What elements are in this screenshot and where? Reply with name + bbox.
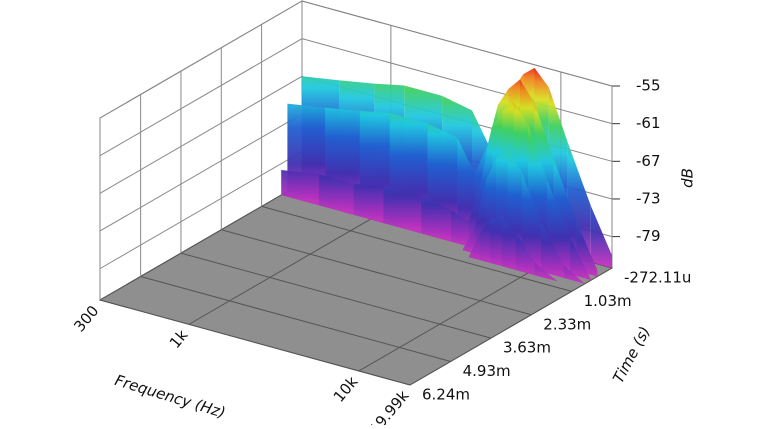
x-tick-label: 19.99k [366,387,413,425]
z-tick-label: -67 [636,152,661,170]
surface-segment [534,262,558,282]
surface-segment [521,172,541,272]
x-tick-label: 1k [166,326,192,352]
surface-segment [353,183,384,224]
grid-line [99,113,303,232]
grid-line [301,0,613,87]
y-tick-label: 4.93m [463,362,511,380]
grid-line [99,299,411,386]
surface-segment [421,195,452,242]
grid-line [221,229,532,316]
grid-line [99,38,303,157]
grid-line [99,182,303,301]
z-tick-label: -61 [636,114,661,132]
x-tick-label: 10k [330,373,362,406]
grid-line [301,38,613,125]
surface-segment [515,232,535,276]
surface-segment [501,215,516,270]
grid-line [99,151,303,270]
surface-segment [489,215,502,266]
surface-segment [383,185,422,234]
x-axis-title: Frequency (Hz) [113,371,228,422]
grid-line [140,275,451,362]
grid-line [188,206,392,325]
surface-segment [451,210,469,247]
grid-line [180,252,492,339]
y-tick-label: 3.63m [503,339,551,357]
grid-line [358,253,562,372]
grid-line [261,205,572,292]
x-tick-label: 300 [70,302,102,336]
surface-segment [281,170,319,206]
y-tick-label: -272.11u [624,269,691,287]
y-axis-title: Time (s) [609,323,654,386]
surface-segment [479,219,490,263]
z-tick-label: -55 [636,77,661,95]
grid-line [99,0,303,119]
surface-segment [318,174,354,215]
surface-segment [570,236,592,281]
surface-segment [590,205,612,268]
y-tick-label: 1.03m [584,292,632,310]
y-tick-label: 2.33m [543,315,591,333]
z-tick-label: -79 [636,227,661,245]
grid-line [99,75,303,194]
z-tick-label: -73 [636,189,661,207]
grid-line [409,267,613,386]
surface-segment [563,265,585,284]
surface-segment [462,228,475,254]
surface-segment [468,234,480,260]
y-tick-label: 6.24m [422,386,470,404]
surface-segment [540,221,564,278]
z-axis-title: dB [679,168,697,188]
